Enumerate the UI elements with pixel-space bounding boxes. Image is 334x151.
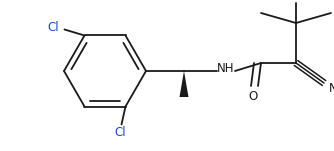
Text: Cl: Cl <box>115 126 126 139</box>
Text: NH: NH <box>217 63 235 76</box>
Text: N: N <box>329 82 334 95</box>
Polygon shape <box>179 71 188 97</box>
Text: O: O <box>248 90 258 103</box>
Text: Cl: Cl <box>48 21 59 34</box>
